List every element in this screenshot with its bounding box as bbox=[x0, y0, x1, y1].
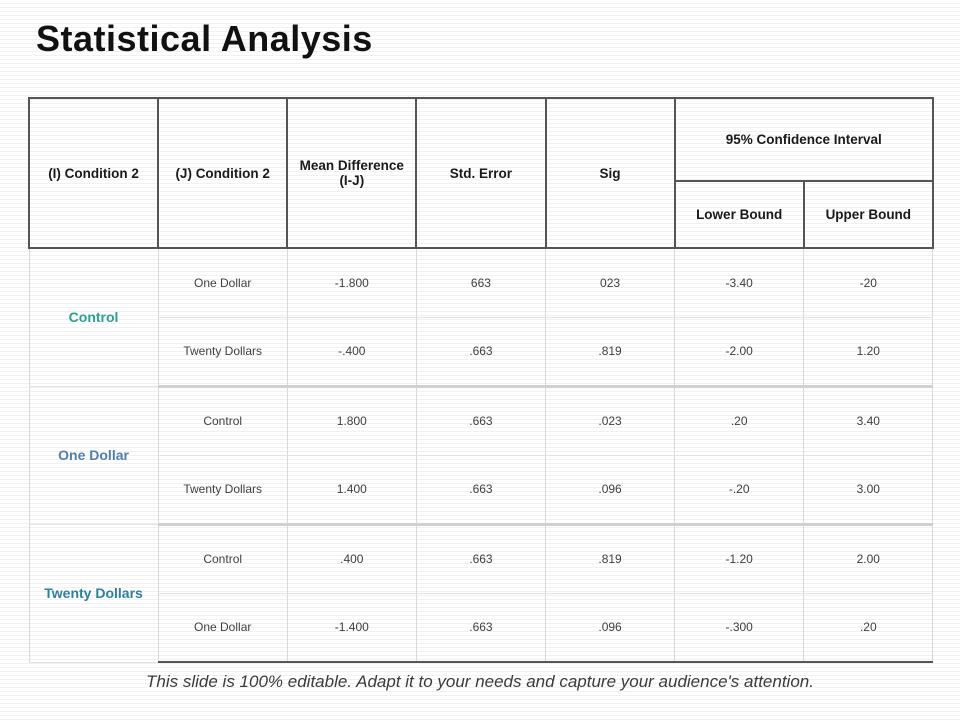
cell-upper-bound: 3.40 bbox=[803, 386, 934, 456]
cell-lower-bound: -3.40 bbox=[674, 248, 805, 318]
cell-std-error: .663 bbox=[415, 524, 547, 594]
table-header: (I) Condition 2 (J) Condition 2 Mean Dif… bbox=[27, 97, 934, 249]
table-row: One Dollar -1.400 .663 .096 -.300 .20 bbox=[29, 593, 934, 663]
cell-j-condition: One Dollar bbox=[157, 248, 288, 318]
group-label-one-dollar: One Dollar bbox=[28, 386, 159, 525]
cell-lower-bound: -2.00 bbox=[674, 317, 805, 388]
cell-sig: .819 bbox=[544, 317, 676, 388]
cell-upper-bound: 2.00 bbox=[803, 524, 934, 594]
cell-mean-difference: 1.400 bbox=[286, 455, 417, 526]
cell-mean-difference: 1.800 bbox=[286, 386, 417, 456]
cell-j-condition: One Dollar bbox=[157, 593, 288, 663]
header-cell-lower-bound: Lower Bound bbox=[673, 180, 805, 249]
cell-mean-difference: -1.800 bbox=[286, 248, 417, 318]
cell-mean-difference: -.400 bbox=[286, 317, 417, 388]
cell-j-condition: Control bbox=[157, 386, 288, 456]
header-cell-upper-bound: Upper Bound bbox=[802, 180, 934, 249]
cell-upper-bound: 3.00 bbox=[803, 455, 934, 526]
table-row: Twenty Dollars Control .400 .663 .819 -1… bbox=[28, 524, 934, 663]
cell-sig: 023 bbox=[544, 248, 676, 318]
cell-lower-bound: -1.20 bbox=[674, 524, 805, 594]
header-cell-mean-difference: Mean Difference (I-J) bbox=[286, 97, 418, 249]
statistics-table: (I) Condition 2 (J) Condition 2 Mean Dif… bbox=[27, 97, 934, 663]
cell-mean-difference: .400 bbox=[286, 524, 417, 594]
header-row-bounds: Lower Bound Upper Bound bbox=[29, 180, 934, 249]
table-row: Twenty Dollars 1.400 .663 .096 -.20 3.00 bbox=[29, 455, 934, 526]
table-row: One Dollar Control 1.800 .663 .023 .20 3… bbox=[28, 386, 934, 525]
cell-std-error: .663 bbox=[415, 455, 547, 526]
cell-std-error: 663 bbox=[415, 248, 547, 318]
cell-j-condition: Twenty Dollars bbox=[157, 455, 288, 526]
header-row-main: (I) Condition 2 (J) Condition 2 Mean Dif… bbox=[27, 97, 934, 249]
cell-sig: .819 bbox=[544, 524, 676, 594]
group-label-control: Control bbox=[28, 248, 159, 387]
header-cell-confidence-interval: 95% Confidence Interval bbox=[673, 97, 934, 182]
cell-lower-bound: -.300 bbox=[674, 593, 805, 663]
cell-j-condition: Twenty Dollars bbox=[157, 317, 288, 388]
cell-upper-bound: 1.20 bbox=[803, 317, 934, 388]
table-body: Control One Dollar -1.800 663 023 -3.40 … bbox=[28, 248, 934, 663]
cell-std-error: .663 bbox=[415, 386, 547, 456]
page-title: Statistical Analysis bbox=[36, 18, 373, 59]
cell-lower-bound: -.20 bbox=[674, 455, 805, 526]
footer-note: This slide is 100% editable. Adapt it to… bbox=[146, 672, 814, 691]
cell-upper-bound: -20 bbox=[803, 248, 934, 318]
cell-lower-bound: .20 bbox=[674, 386, 805, 456]
header-cell-std-error: Std. Error bbox=[415, 97, 547, 249]
cell-upper-bound: .20 bbox=[803, 593, 934, 663]
cell-std-error: .663 bbox=[415, 317, 547, 388]
cell-sig: .096 bbox=[544, 593, 676, 663]
header-cell-i-condition: (I) Condition 2 bbox=[27, 97, 160, 249]
header-cell-j-condition: (J) Condition 2 bbox=[157, 97, 289, 249]
group-label-twenty-dollars: Twenty Dollars bbox=[28, 524, 159, 663]
table-row: Twenty Dollars -.400 .663 .819 -2.00 1.2… bbox=[29, 317, 934, 388]
header-cell-sig: Sig bbox=[544, 97, 676, 249]
cell-mean-difference: -1.400 bbox=[286, 593, 417, 663]
cell-sig: .096 bbox=[544, 455, 676, 526]
cell-sig: .023 bbox=[544, 386, 676, 456]
cell-j-condition: Control bbox=[157, 524, 288, 594]
cell-std-error: .663 bbox=[415, 593, 547, 663]
table-row: Control One Dollar -1.800 663 023 -3.40 … bbox=[28, 248, 934, 387]
